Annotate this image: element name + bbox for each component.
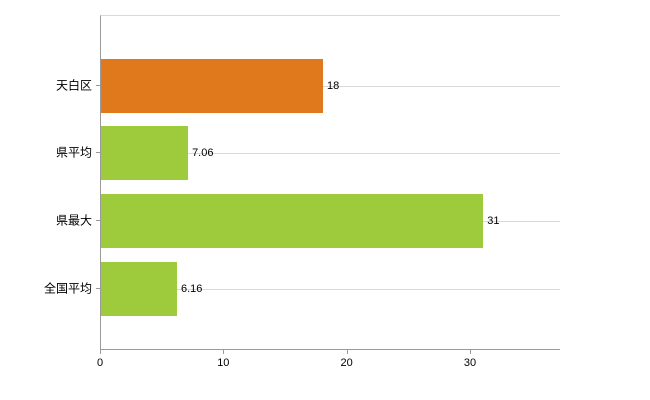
value-label: 18 — [326, 80, 340, 92]
category-tick — [96, 288, 100, 289]
category-tick — [96, 220, 100, 221]
value-label: 7.06 — [192, 147, 214, 159]
value-label: 6.16 — [180, 283, 203, 295]
value-tick-label: 20 — [340, 357, 353, 369]
category-tick — [96, 85, 100, 86]
category-label: 県最大 — [55, 213, 92, 228]
value-tick-label: 30 — [463, 357, 477, 369]
value-tick — [469, 350, 471, 354]
plot-area: 18 7.06 31 6.16 — [100, 15, 560, 350]
category-label: 天白区 — [55, 78, 92, 93]
category-tick — [96, 152, 100, 153]
category-label: 全国平均 — [43, 281, 92, 296]
value-tick — [223, 350, 225, 354]
gridline — [101, 86, 560, 87]
bar-全国平均 — [101, 262, 177, 316]
category-label: 県平均 — [55, 145, 92, 160]
value-tick-label: 0 — [96, 357, 104, 369]
bar-県平均 — [101, 126, 189, 180]
value-label: 31 — [487, 215, 500, 227]
value-tick — [346, 350, 348, 354]
gridline — [101, 153, 560, 154]
bar-天白区 — [101, 59, 323, 113]
bar-県最大 — [101, 194, 484, 248]
value-tick — [100, 350, 101, 354]
gridline — [101, 289, 560, 290]
value-tick-label: 10 — [217, 357, 230, 369]
